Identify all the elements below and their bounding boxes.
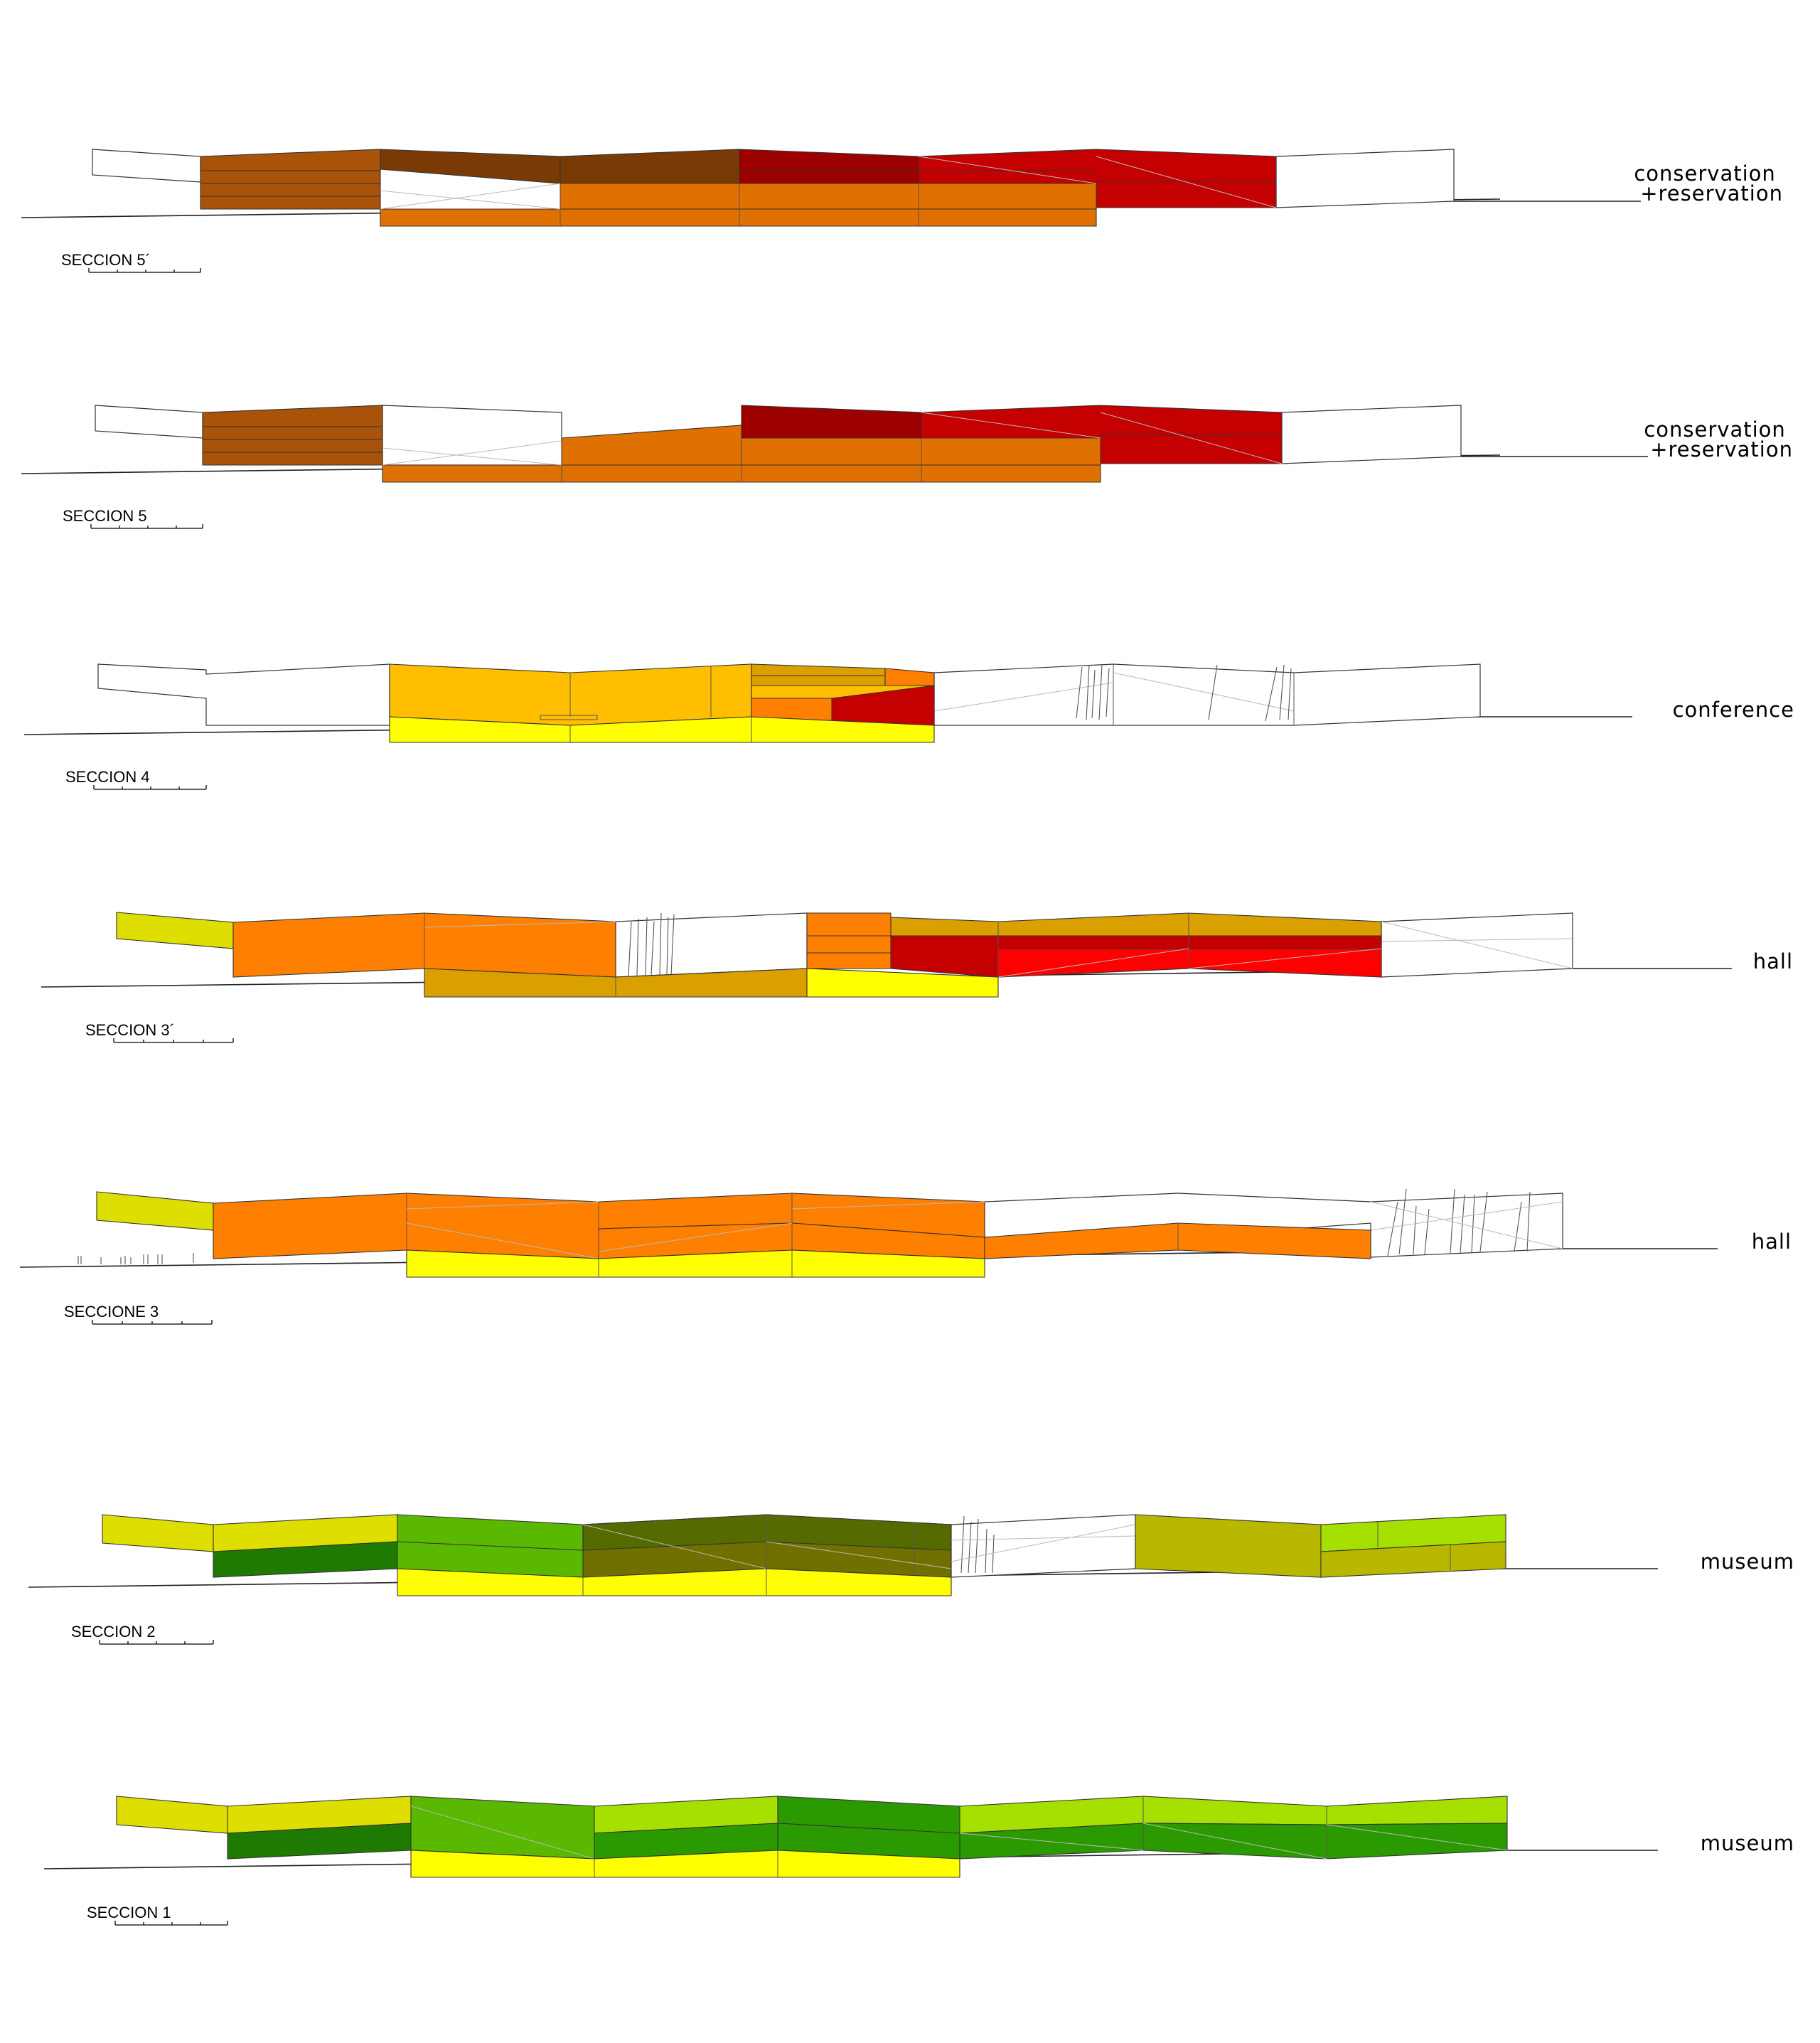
section-title: SECCIONE 3 [64,1303,159,1321]
people-figures [77,1253,194,1264]
section-3: SECCIONE 3 hall [19,1188,1792,1325]
left-wing-outline [92,149,201,183]
mid-green-volume [777,1796,960,1860]
tree-lines [628,912,675,976]
scale-bar [114,1921,228,1926]
use-label-line-2: +reservation [1640,181,1783,206]
orange-basement [380,208,1097,227]
red-volume [921,405,1283,464]
mid-void-outline [382,405,562,466]
brown-volume [200,149,381,210]
ochre-volume [890,912,1382,937]
orange-volume [806,912,892,969]
use-label-line-2: +reservation [1650,437,1793,462]
left-wing-outline [97,663,390,726]
scale-bar [93,785,207,790]
section-5b: SECCION 5´ conservation +reservation [21,149,1783,273]
tree-lines [960,1515,995,1574]
olive-volume [1320,1541,1506,1578]
dark-brown-volume [380,149,561,184]
use-label: museum [1701,1549,1794,1574]
void-outline [615,912,808,978]
section-4: SECCION 4 conference [23,663,1794,790]
green-volume [410,1796,595,1860]
orange-volume [560,183,1097,210]
scale-bar [99,1640,214,1645]
section-5: SECCION 5 conservation +reservation [21,405,1793,529]
section-title: SECCION 4 [65,768,150,786]
dark-red-volume [741,405,922,439]
use-label-line-1: conservation [1634,161,1775,186]
section-title: SECCION 2 [71,1623,156,1641]
amber-volume [751,685,935,699]
yellow-green-wing [102,1514,214,1552]
section-3b: SECCION 3´ hall [41,912,1793,1043]
yellow-green-wing [116,912,234,949]
tree-lines [1387,1188,1531,1257]
yellow-green-wing [116,1796,228,1834]
use-label-line-1: conservation [1644,417,1785,442]
section-title: SECCION 1 [87,1904,171,1921]
use-label: conference [1673,698,1794,722]
section-title: SECCION 5´ [61,251,151,269]
ochre-volume [751,663,886,686]
scale-bar [88,268,201,273]
brown-volume [202,405,383,466]
right-wing-outline [1281,405,1462,464]
left-wing-outline [95,405,203,439]
use-label: conservation +reservation [1634,161,1783,206]
section-2: SECCION 2 museum [28,1514,1794,1645]
yellow-green-wing [96,1191,214,1231]
section-title: SECCION 3´ [85,1021,175,1039]
use-label: museum [1701,1831,1794,1855]
scale-bar [113,1038,234,1043]
use-label: conservation +reservation [1644,417,1793,462]
scale-bar [90,524,203,529]
olive-volume [1135,1514,1322,1578]
use-label: hall [1753,949,1793,974]
right-wing-outline [933,663,1481,726]
scale-bar [92,1320,213,1325]
use-label: hall [1752,1229,1792,1254]
void-outline [951,1514,1136,1578]
orange-volume [561,425,742,466]
dark-red-volume [739,149,919,184]
orange-volume [884,668,935,686]
dark-brown-volume [560,149,740,184]
right-wing-outline [1275,149,1455,208]
section-1: SECCION 1 museum [43,1796,1794,1926]
tree-lines [1076,664,1292,722]
yellow-basement [806,968,999,998]
section-title: SECCION 5 [63,507,147,525]
